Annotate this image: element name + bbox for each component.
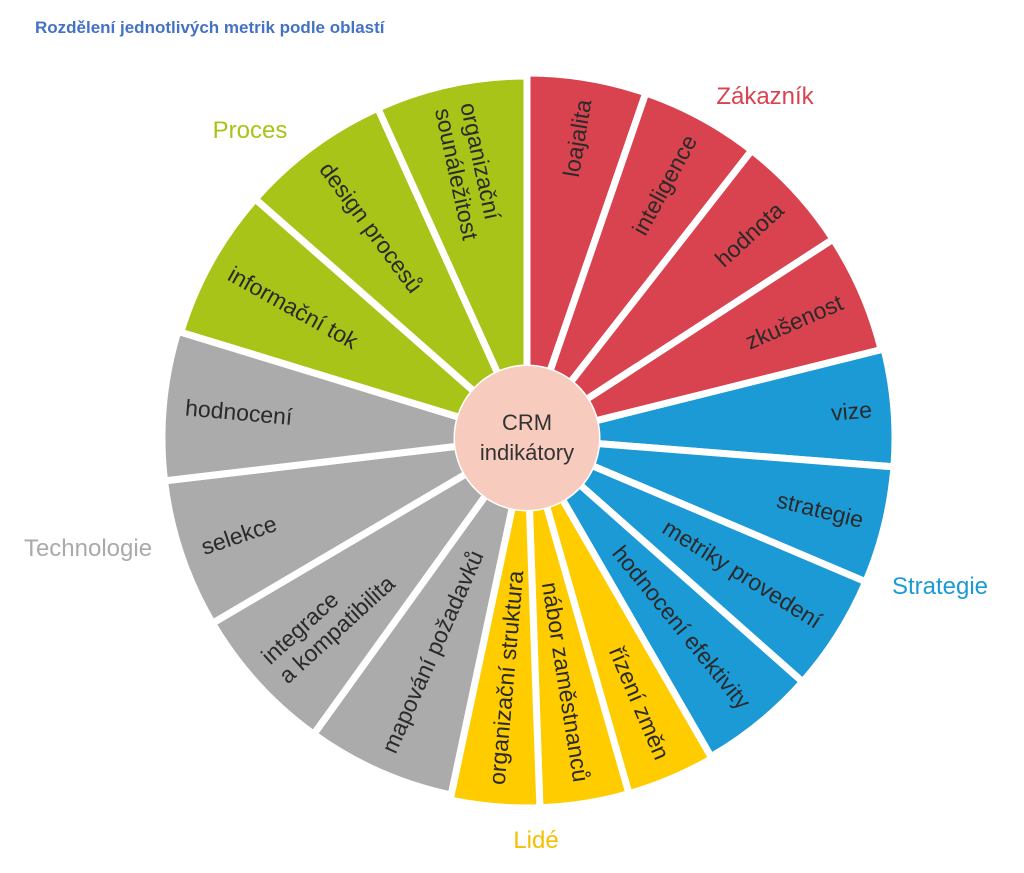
page-title: Rozdělení jednotlivých metrik podle obla… bbox=[35, 18, 385, 37]
center-circle bbox=[455, 366, 599, 510]
segment-label: vize bbox=[830, 396, 873, 425]
group-label: Technologie bbox=[24, 535, 152, 562]
center-label-line2: indikátory bbox=[480, 440, 574, 465]
center-label-line1: CRM bbox=[502, 410, 552, 435]
segments-layer: loajalita inteligence hodnotazkušenostvize… bbox=[158, 69, 899, 812]
group-label: Strategie bbox=[892, 573, 988, 600]
group-labels-layer: Zákazník Strategie Lidé Technologie Proces bbox=[24, 83, 988, 854]
group-label: Zákazník bbox=[716, 83, 814, 110]
group-label: Lidé bbox=[513, 827, 558, 854]
group-label: Proces bbox=[213, 117, 288, 144]
